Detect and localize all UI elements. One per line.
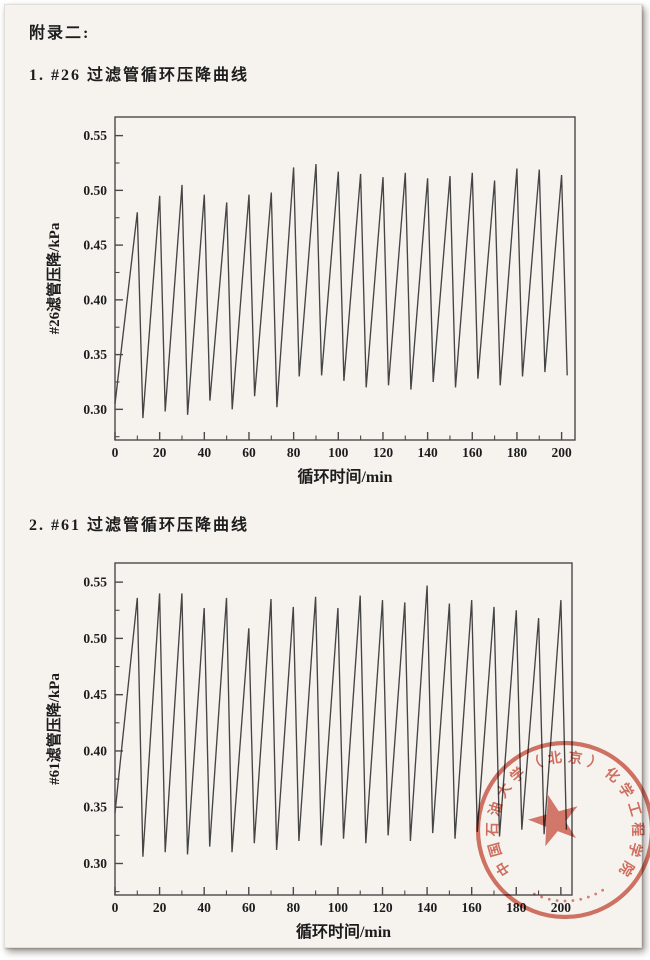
stamp-serial-dot [586, 895, 590, 899]
y-axis-title: #61滤管压降/kPa [45, 673, 63, 785]
x-tick-label: 40 [197, 900, 211, 915]
stamp-ring-text-char: 京 [567, 749, 583, 768]
y-tick-label: 0.30 [83, 402, 107, 417]
y-tick-label: 0.55 [83, 128, 107, 143]
stamp-ring-text-char: 油 [485, 800, 505, 818]
x-tick-label: 80 [287, 900, 301, 915]
x-tick-label: 20 [153, 445, 167, 460]
x-tick-label: 200 [551, 445, 572, 460]
x-tick-label: 0 [112, 900, 119, 915]
stamp-ring-text-char: 工 [624, 800, 642, 818]
stamp-ring-text-char: 学 [507, 764, 529, 786]
y-tick-label: 0.30 [83, 856, 107, 871]
scanned-page: 附录二: 1. #26 过滤管循环压降曲线 2. #61 过滤管循环压降曲线 0… [4, 4, 650, 948]
x-tick-label: 160 [462, 445, 483, 460]
plot-frame [114, 562, 573, 896]
stamp-ring-text-char: 学 [615, 780, 637, 801]
stamp-serial-dot [571, 899, 575, 902]
pressure-drop-series [114, 164, 568, 419]
section-heading-61: 2. #61 过滤管循环压降曲线 [29, 517, 250, 534]
stamp-ring-text-char: 石 [485, 822, 501, 837]
stamp-ring-text-char: 北 [547, 750, 563, 768]
stamp-serial-dot [579, 897, 583, 901]
y-axis-title: #26滤管压降/kPa [45, 222, 63, 334]
stamp-ring-text-char: 中 [493, 858, 515, 879]
stamp-serial-dot [594, 892, 598, 896]
x-tick-label: 140 [417, 445, 438, 460]
stamp-ring [475, 740, 650, 920]
appendix-label: 附录二: [29, 25, 91, 42]
stamp-serial-dot [555, 899, 559, 902]
x-tick-label: 120 [372, 900, 393, 915]
x-tick-label: 120 [373, 445, 394, 460]
stamp-serial-dot [601, 888, 605, 892]
section-heading-26: 1. #26 过滤管循环压降曲线 [29, 67, 250, 84]
pressure-drop-series [114, 585, 568, 857]
y-tick-label: 0.55 [83, 575, 107, 590]
stamp-ring-text-char: ） [585, 754, 604, 774]
x-tick-label: 20 [153, 900, 167, 915]
star-icon [528, 794, 578, 847]
stamp-ring-text-char: 大 [493, 780, 515, 801]
stamp-ring-text-char: 国 [486, 841, 505, 859]
x-tick-label: 140 [417, 900, 438, 915]
x-tick-label: 180 [507, 445, 528, 460]
y-tick-label: 0.50 [83, 631, 107, 646]
chart-filter-tube-61: 0.30 0.35 0.40 0.45 0.50 0.55 0 20 40 60 80 100 120 1… [45, 562, 573, 941]
x-tick-label: 100 [328, 445, 349, 460]
x-tick-label: 100 [328, 900, 349, 915]
x-tick-label: 60 [242, 445, 256, 460]
x-tick-label: 160 [462, 900, 483, 915]
y-tick-label: 0.40 [83, 743, 107, 758]
university-seal-stamp: 中国石油大学（北京）化学工程学院 [475, 740, 650, 920]
y-tick-label: 0.35 [83, 800, 107, 815]
x-tick-label: 200 [551, 900, 572, 915]
plot-frame [114, 116, 576, 441]
x-axis-title: 循环时间/min [297, 467, 392, 486]
y-tick-label: 0.45 [83, 238, 107, 253]
stamp-ring-text-char: （ [526, 754, 545, 774]
stamp-serial-dot [563, 899, 567, 903]
y-tick-label: 0.35 [83, 347, 107, 362]
y-tick-label: 0.45 [83, 687, 107, 702]
y-tick-label: 0.40 [83, 292, 107, 307]
x-tick-label: 0 [112, 445, 119, 460]
stamp-serial-dot [532, 892, 536, 896]
stamp-ring-text-char: 院 [616, 858, 638, 879]
stamp-ring-text-char: 学 [625, 841, 645, 859]
x-tick-label: 60 [242, 900, 256, 915]
stamp-serial-dot [547, 897, 551, 901]
stamp-ring-text-char: 化 [601, 764, 623, 786]
chart-filter-tube-26: 0.30 0.35 0.40 0.45 0.50 0.55 0 20 40 60 80 100 120 1… [45, 116, 576, 486]
stamp-ring-text-char: 程 [629, 822, 645, 836]
y-tick-label: 0.50 [83, 183, 107, 198]
x-tick-label: 40 [198, 445, 212, 460]
x-tick-label: 80 [287, 445, 301, 460]
stamp-serial-dot [540, 895, 544, 899]
x-axis-title: 循环时间/min [296, 922, 391, 941]
